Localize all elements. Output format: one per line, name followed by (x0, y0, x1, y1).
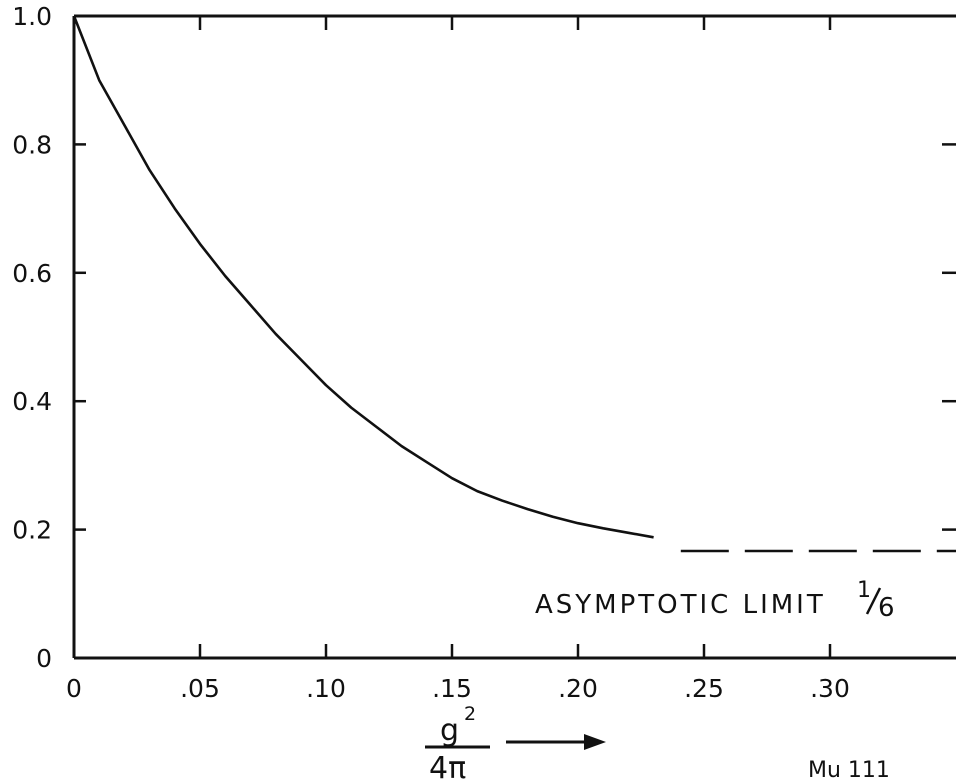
x-tick-label: .05 (180, 674, 220, 703)
y-tick-label: 0 (36, 644, 52, 673)
x-tick-label: .10 (306, 674, 346, 703)
x-axis-label-power: 2 (464, 703, 476, 725)
x-tick-labels: 0 .05 .10 .15 .20 .25 .30 (66, 674, 850, 703)
y-tick-label: 0.4 (12, 387, 52, 416)
y-tick-label: 1.0 (12, 2, 52, 31)
x-tick-label: .25 (684, 674, 724, 703)
asymptote-fraction-denominator: 6 (878, 593, 895, 623)
figure-id-label: Mu 111 (808, 758, 890, 782)
y-tick-label: 0.8 (12, 130, 52, 159)
x-axis-label-numerator: g (440, 713, 459, 748)
series-lines (72, 15, 654, 539)
x-axis-label-denominator: 4π (429, 751, 466, 782)
x-tick-label: .15 (432, 674, 472, 703)
y-tick-label: 0.2 (12, 516, 52, 545)
x-axis-arrow-head (584, 734, 606, 750)
asymptote-annotation: ASYMPTOTIC LIMIT (535, 590, 826, 620)
x-tick-label: .20 (558, 674, 598, 703)
tick-marks (74, 16, 956, 658)
asymptote-fraction-slash (865, 587, 882, 615)
plot-axes (72, 14, 956, 660)
asymptote-fraction-numerator: 1 (857, 578, 871, 603)
series-line (72, 15, 654, 539)
y-tick-labels: 0 0.2 0.4 0.6 0.8 1.0 (12, 2, 52, 673)
y-tick-label: 0.6 (12, 259, 52, 288)
x-tick-label: .30 (810, 674, 850, 703)
x-tick-label: 0 (66, 674, 82, 703)
